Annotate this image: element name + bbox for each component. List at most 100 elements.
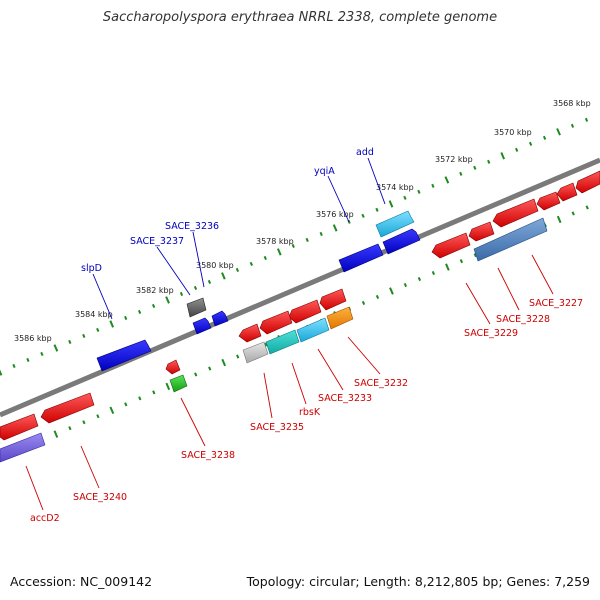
tick-label: 3580 kbp [196,261,234,270]
major-tick [165,382,171,391]
minor-tick [151,303,156,308]
tick-label: 3576 kbp [316,210,354,219]
gene-label-sace-3232[interactable]: SACE_3232 [354,378,408,389]
gene-arrow-red[interactable] [319,288,347,311]
major-tick [389,287,394,295]
minor-tick [263,255,267,260]
major-tick [221,272,226,280]
minor-tick [417,189,421,194]
gene-arrow-red-small[interactable] [165,359,181,375]
gene-arrow-blue[interactable] [382,228,421,255]
gene-arrow-sace-3236[interactable] [186,297,207,318]
major-tick [53,430,59,438]
tick-label: 3578 kbp [256,237,294,246]
minor-tick [459,259,464,264]
gene-label-sace-3237[interactable]: SACE_3237 [130,236,184,247]
minor-tick [431,271,436,276]
major-tick [109,406,115,415]
gene-label-sace-3236[interactable]: SACE_3236 [165,221,219,232]
gene-arrow-yqia[interactable] [338,243,384,273]
gene-arrow-small-blue[interactable] [211,310,229,327]
major-tick [556,128,561,136]
gene-arrow-add[interactable] [375,210,415,238]
minor-tick [291,243,295,249]
minor-tick [570,123,575,128]
minor-tick [207,279,212,285]
gene-arrow-sace-3232[interactable] [326,306,354,330]
minor-tick [194,372,198,377]
gene-arrow-sace-3228[interactable] [468,221,495,242]
minor-tick [138,396,142,401]
gene-arrow-slpd[interactable] [96,339,152,372]
major-tick [444,176,450,184]
gene-label-sace-3238[interactable]: SACE_3238 [181,450,235,461]
gene-label-sace-3235[interactable]: SACE_3235 [250,422,304,433]
forward-label-leaders [92,157,386,320]
minor-tick [473,165,477,170]
gene-arrow-sace-3235[interactable] [242,341,269,364]
minor-tick [236,354,240,359]
gene-arrow-red[interactable] [238,323,262,343]
minor-tick [208,366,212,371]
major-tick [53,344,59,352]
minor-tick [124,402,128,407]
gene-arrow-sace-3227[interactable] [492,198,539,228]
gene-arrow-red[interactable] [556,182,578,202]
gene-arrow-rbsk[interactable] [265,329,300,355]
gene-label-sace-3233[interactable]: SACE_3233 [318,393,372,404]
minor-tick [361,300,366,305]
gene-label-accd2[interactable]: accD2 [30,513,60,524]
minor-tick [137,309,142,314]
minor-tick [12,363,16,368]
minor-tick [152,390,156,395]
minor-tick [361,213,365,218]
gene-label-sace-3227[interactable]: SACE_3227 [529,298,583,309]
tick-label: 3582 kbp [136,286,174,295]
minor-tick [263,342,268,347]
minor-tick [403,283,408,288]
minor-tick [179,291,184,296]
major-tick [276,248,282,256]
minor-tick [68,339,72,344]
gene-arrow-sace-3240[interactable] [40,392,95,424]
gene-label-slpd[interactable]: slpD [81,263,102,274]
minor-tick [82,333,86,338]
minor-tick [375,207,379,212]
tick-label: 3572 kbp [435,155,473,164]
gene-label-rbsk[interactable]: rbsK [299,407,321,418]
major-tick [221,358,227,367]
gene-arrow-red[interactable] [536,191,561,211]
minor-tick [584,117,589,122]
minor-tick [68,426,72,431]
major-tick [556,215,562,224]
forward-tick-track [0,117,589,376]
gene-label-add[interactable]: add [356,147,374,158]
gene-arrow-sace-3238[interactable] [169,374,188,393]
minor-tick [571,211,575,216]
gene-arrow-red[interactable] [259,310,293,335]
gene-arrow-sace-3229[interactable] [431,232,471,259]
gene-arrow-small-blue[interactable] [192,317,212,335]
minor-tick [514,147,519,152]
gene-label-sace-3228[interactable]: SACE_3228 [496,314,550,325]
gene-label-yqia[interactable]: yqiA [314,166,335,177]
gene-arrow-red[interactable] [575,170,600,194]
minor-tick [96,327,100,333]
gene-arrow-accd2[interactable] [0,432,46,463]
tick-label: 3574 kbp [376,183,414,192]
minor-tick [459,171,463,176]
tick-label: 3586 kbp [14,334,52,343]
minor-tick [26,357,30,362]
minor-tick [235,267,240,272]
map-title: Saccharopolyspora erythraea NRRL 2338, c… [102,10,498,25]
gene-arrow-red[interactable] [0,413,39,441]
genome-stats-text: Topology: circular; Length: 8,212,805 bp… [246,574,590,589]
gene-arrow-steel[interactable] [473,217,548,262]
gene-arrow-red[interactable] [288,299,322,324]
gene-label-sace-3229[interactable]: SACE_3229 [464,328,518,339]
reverse-genes [0,170,600,463]
gene-arrow-sace-3233[interactable] [296,317,330,343]
gene-label-sace-3240[interactable]: SACE_3240 [73,492,127,503]
genome-backbone [0,157,600,418]
